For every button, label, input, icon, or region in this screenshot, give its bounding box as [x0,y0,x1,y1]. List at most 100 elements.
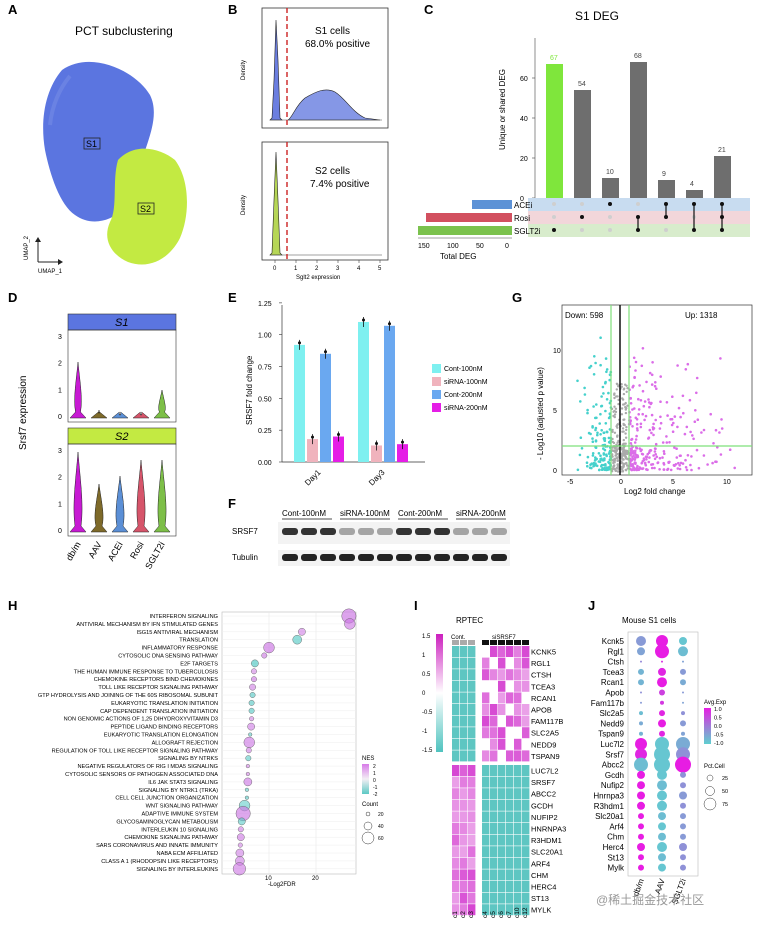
volcano-point [652,422,655,426]
panel-a-title: PCT subclustering [75,24,173,38]
upset-bar [714,156,731,198]
volcano-point [637,408,641,411]
violin-shape [90,409,108,419]
bubble-dot [249,683,256,691]
bubble-dot [344,618,356,630]
panel-b-density: Density S1 cells 68.0% positive Density … [241,7,389,281]
dotplot-dot [680,771,686,778]
heatmap-cell [482,738,490,750]
heatmap-scale-tick: -1 [422,729,428,735]
volcano-point [656,461,659,465]
dotplot-pct-title: Pct.Cell [704,764,725,770]
dotplot-dot [680,720,686,727]
heatmap-cell [514,881,522,892]
volcano-point [622,388,625,391]
volcano-point [647,437,650,440]
heatmap-cell [514,834,522,846]
dotplot-dot [659,730,665,737]
heatmap-cell [506,799,514,811]
bubble-dot [251,668,257,675]
bubble-term-label: NON GENOMIC ACTIONS OF 1,25 DIHYDROXYVIT… [64,717,218,723]
volcano-point [633,458,637,461]
heatmap-cell [490,904,498,916]
bubble-dot [244,787,249,792]
panel-a-umap: PCT subclustering S1 S2 UMAP_1 UMAP_2 [24,24,187,275]
heatmap-cell [460,692,468,704]
volcano-point [607,391,610,395]
volcano-point [591,426,594,429]
volcano-point [594,361,597,365]
barchart-bar [384,325,395,462]
heatmap-cell [468,904,476,916]
bubble-dot [245,755,252,762]
volcano-point [620,383,623,386]
volcano-point [673,415,677,418]
density-bottom-ylabel: Density [241,195,247,215]
heatmap-col-annotation [506,640,513,645]
volcano-point [630,468,634,471]
volcano-y-tick: 10 [553,348,561,355]
barchart-day-label: Day3 [367,467,387,487]
volcano-point [672,421,675,425]
heatmap-cell [468,892,476,904]
barchart-day-label: Day1 [303,467,323,487]
dotplot-dot [676,737,690,751]
dotplot-gene-label: Hnrnpa3 [593,792,624,801]
volcano-y-tick: 5 [553,408,557,415]
dotplot-dot [640,701,642,704]
heatmap-cell [514,738,522,750]
heatmap-cell [498,857,506,869]
heatmap-cell [514,823,522,834]
dotplot-dot [638,679,644,686]
volcano-point [621,443,624,446]
dotplot-gene-label: St13 [608,853,625,862]
heatmap-gene-label: TCEA3 [531,682,555,691]
volcano-point [629,460,632,464]
heatmap-cell [498,811,506,823]
heatmap-cell [460,823,468,834]
violin-shape [132,411,150,419]
bubble-count-label: 40 [378,824,384,830]
volcano-point [591,454,595,457]
volcano-point [719,357,722,360]
heatmap-cell [490,738,498,750]
volcano-point [644,463,648,467]
bubble-dot [248,707,255,714]
volcano-point [586,464,589,468]
heatmap-cell [452,869,460,881]
barchart-legend-label: Cont-100nM [444,366,483,373]
volcano-point [659,400,662,404]
heatmap-cell [506,680,514,692]
dotplot-dot [634,757,648,772]
volcano-point [677,406,681,410]
bubble-dot [244,795,249,800]
dotplot-dot [680,864,686,871]
volcano-point [621,427,625,430]
volcano-x-tick: 0 [619,479,623,486]
volcano-point [638,384,641,387]
dotplot-gene-label: Apob [605,689,624,698]
upset-bar [630,62,647,198]
bubble-term-label: ADAPTIVE IMMUNE SYSTEM [142,812,219,818]
density-top-ylabel: Density [241,60,247,80]
heatmap-cell [506,657,514,669]
volcano-point [612,441,616,445]
heatmap-cell [522,799,530,811]
volcano-point [629,396,632,400]
heatmap-cell [522,857,530,869]
violin-y-tick: 1 [58,387,62,394]
volcano-point [641,460,644,463]
volcano-point [638,466,641,469]
dotplot-exp-tick: 1.0 [714,707,722,713]
volcano-point [588,366,591,370]
heatmap-cell [468,799,476,811]
volcano-point [601,467,604,470]
volcano-point [591,437,594,440]
volcano-point [665,441,669,444]
volcano-point [648,405,651,409]
violin-ylabel: Srsf7 expression [18,376,29,450]
heatmap-col-label: c3 [468,911,475,918]
heatmap-cell [514,750,522,762]
heatmap-cell [452,692,460,704]
